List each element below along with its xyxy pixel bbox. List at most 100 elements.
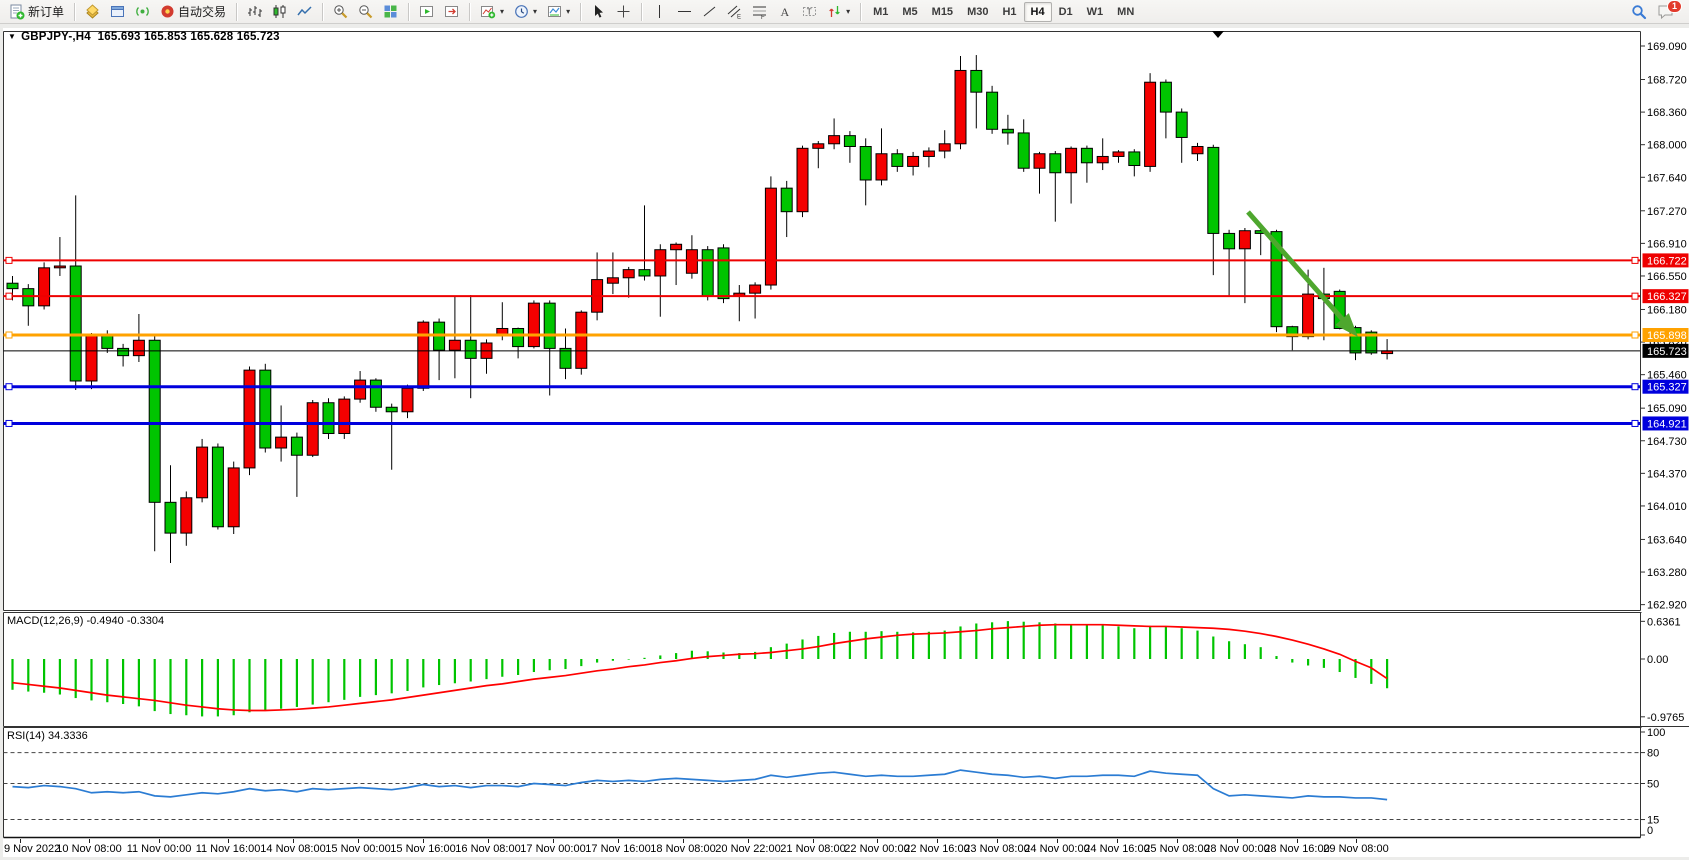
candlestick-button[interactable] <box>268 0 291 24</box>
templates-icon <box>547 4 562 19</box>
tile-windows-button[interactable] <box>379 0 402 24</box>
svg-text:0.00: 0.00 <box>1647 654 1668 666</box>
time-tick <box>20 839 21 843</box>
trendline-icon <box>702 4 717 19</box>
templates-button[interactable]: ▾ <box>543 0 574 24</box>
zoom-out-button[interactable] <box>354 0 377 24</box>
chart-shift-button[interactable] <box>440 0 463 24</box>
equidistant-channel-button[interactable]: E <box>723 0 746 24</box>
time-tick <box>1237 839 1238 843</box>
time-tick <box>358 839 359 843</box>
svg-text:166.910: 166.910 <box>1647 238 1687 250</box>
chart-menu-icon[interactable]: ▼ <box>8 32 17 41</box>
time-label: 9 Nov 2022 <box>4 843 61 855</box>
horizontal-line-button[interactable] <box>673 0 696 24</box>
text-icon: A <box>777 4 792 19</box>
time-label: 16 Nov 08:00 <box>455 843 521 855</box>
timeframe-button-MN[interactable]: MN <box>1117 5 1135 18</box>
new-order-button[interactable]: 新订单 <box>5 0 68 24</box>
time-label: 21 Nov 08:00 <box>780 843 846 855</box>
timeframe-button-M15[interactable]: M15 <box>931 5 954 18</box>
rsi-line <box>12 769 1388 801</box>
zoom-in-button[interactable] <box>329 0 352 24</box>
macd-pane[interactable]: 0.6361 0.00 -0.9765 <box>0 612 1689 727</box>
timeframe-button-M1[interactable]: M1 <box>873 5 889 18</box>
hline-icon <box>677 4 692 19</box>
data-window-button[interactable] <box>106 0 129 24</box>
shift-marker-icon[interactable] <box>1212 31 1224 38</box>
bar-chart-button[interactable] <box>243 0 266 24</box>
time-label: 11 Nov 00:00 <box>126 843 192 855</box>
time-tick <box>293 839 294 843</box>
crosshair-button[interactable] <box>612 0 635 24</box>
time-tick <box>553 839 554 843</box>
zoom-in-icon <box>333 4 348 19</box>
time-tick <box>683 839 684 843</box>
time-tick <box>877 839 878 843</box>
time-tick <box>89 839 90 843</box>
trendline-button[interactable] <box>698 0 721 24</box>
time-label: 25 Nov 08:00 <box>1144 843 1210 855</box>
svg-text:164.730: 164.730 <box>1647 436 1687 448</box>
toolbar-separator <box>641 2 643 21</box>
macd-label: MACD(12,26,9) -0.4940 -0.3304 <box>7 615 165 627</box>
svg-text:165.898: 165.898 <box>1647 330 1687 342</box>
svg-text:168.360: 168.360 <box>1647 107 1687 119</box>
time-label: 18 Nov 08:00 <box>650 843 716 855</box>
auto-scroll-button[interactable] <box>415 0 438 24</box>
toolbar: 新订单 自动交易 ▾ ▾ ▾ E F A T ▾ M1 M5 M15 M30 H1 H4 D1 W1 MN 1 <box>0 0 1689 24</box>
toolbar-separator <box>322 2 324 21</box>
label-button[interactable]: T <box>798 0 821 24</box>
timeframe-button-M30[interactable]: M30 <box>967 5 989 18</box>
autotrade-button[interactable]: 自动交易 <box>156 0 230 24</box>
rsi-pane[interactable]: 100 80 50 150 <box>0 727 1689 839</box>
vertical-line-button[interactable] <box>648 0 671 24</box>
text-button[interactable]: A <box>773 0 796 24</box>
vline-icon <box>652 4 667 19</box>
svg-text:162.920: 162.920 <box>1647 600 1687 612</box>
time-label: 22 Nov 00:00 <box>844 843 910 855</box>
indicators-button[interactable]: ▾ <box>476 0 508 24</box>
notification-badge: 1 <box>1667 0 1682 13</box>
time-label: 24 Nov 00:00 <box>1024 843 1090 855</box>
timeframe-button-H1[interactable]: H1 <box>1002 5 1017 18</box>
periods-button[interactable]: ▾ <box>510 0 541 24</box>
svg-text:167.270: 167.270 <box>1647 206 1687 218</box>
line-chart-icon <box>297 4 312 19</box>
arrows-button[interactable]: ▾ <box>823 0 854 24</box>
chart-ohlc-values: 165.693 165.853 165.628 165.723 <box>97 31 280 43</box>
toolbar-separator <box>236 2 238 21</box>
fibonacci-button[interactable]: F <box>748 0 771 24</box>
time-label: 29 Nov 08:00 <box>1323 843 1389 855</box>
time-label: 22 Nov 16:00 <box>904 843 970 855</box>
time-tick <box>228 839 229 843</box>
search-icon[interactable] <box>1631 4 1647 20</box>
time-tick <box>1057 839 1058 843</box>
svg-text:168.000: 168.000 <box>1647 140 1687 152</box>
svg-text:15: 15 <box>1647 815 1659 827</box>
notifications-button[interactable]: 1 <box>1657 0 1682 20</box>
svg-text:169.090: 169.090 <box>1647 41 1687 53</box>
time-tick <box>488 839 489 843</box>
price-chart[interactable]: 169.090 168.720 168.360 168.000 167.640 167.2… <box>0 28 1689 612</box>
chart-shift-icon <box>444 4 459 19</box>
price-axis: 169.090 168.720 168.360 168.000 167.640 167.2… <box>1640 41 1687 612</box>
cursor-button[interactable] <box>587 0 610 24</box>
svg-text:166.180: 166.180 <box>1647 304 1687 316</box>
timeframe-button-M5[interactable]: M5 <box>902 5 918 18</box>
svg-text:164.010: 164.010 <box>1647 501 1687 513</box>
trend-arrow-annotation[interactable] <box>1246 210 1358 337</box>
timeframe-button-W1[interactable]: W1 <box>1086 5 1104 18</box>
signals-button[interactable] <box>131 0 154 24</box>
timeframe-button-D1[interactable]: D1 <box>1058 5 1073 18</box>
bar-chart-icon <box>247 4 263 19</box>
market-watch-button[interactable] <box>81 0 104 24</box>
data-window-icon <box>110 4 125 19</box>
time-label: 28 Nov 16:00 <box>1264 843 1330 855</box>
line-chart-button[interactable] <box>293 0 316 24</box>
market-watch-icon <box>85 4 100 19</box>
cursor-icon <box>591 4 606 19</box>
time-tick <box>618 839 619 843</box>
svg-text:165.090: 165.090 <box>1647 403 1687 415</box>
timeframe-button-H4[interactable]: H4 <box>1023 1 1052 22</box>
